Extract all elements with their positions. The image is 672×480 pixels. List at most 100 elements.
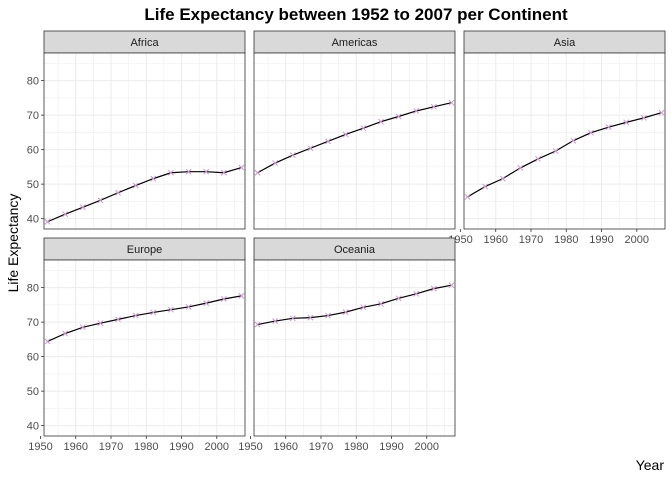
y-tick-label: 40 (27, 214, 39, 226)
data-point (97, 320, 104, 327)
facet-label: Oceania (334, 244, 376, 256)
panel-border (463, 52, 666, 230)
facet-panels: Africa 40 50 60 70 80 Americas Asia 1950 1960 1970… (27, 30, 666, 453)
x-tick-label: 2000 (415, 441, 439, 453)
x-tick-label: 2000 (205, 441, 229, 453)
data-point (464, 193, 471, 200)
data-point (272, 318, 279, 325)
data-point (430, 285, 437, 292)
data-point (360, 125, 367, 132)
data-point (203, 168, 210, 175)
y-tick-label: 70 (27, 317, 39, 329)
panel-europe: Europe 40 50 60 70 80 1950 1960 1970 1980 1990 2000 (27, 237, 246, 453)
x-tick-label: 1990 (379, 441, 403, 453)
x-tick-label: 1980 (554, 234, 578, 246)
data-point (360, 304, 367, 311)
panel-background (464, 53, 665, 229)
data-point (254, 321, 261, 328)
data-point (185, 168, 192, 175)
data-point (62, 330, 69, 337)
x-tick-label: 1950 (238, 441, 262, 453)
x-tick-label: 1980 (344, 441, 368, 453)
data-point (482, 183, 489, 190)
chart-title: Life Expectancy between 1952 to 2007 per… (144, 5, 568, 24)
x-tick-label: 1960 (273, 441, 297, 453)
data-point (325, 138, 332, 145)
data-point (307, 145, 314, 152)
data-point (44, 338, 51, 345)
data-point (430, 103, 437, 110)
data-point (307, 314, 314, 321)
data-point (115, 316, 122, 323)
x-tick-label: 1960 (63, 441, 87, 453)
x-tick-label: 1970 (519, 234, 543, 246)
x-tick-label: 1990 (169, 441, 193, 453)
panel-background (254, 53, 455, 229)
panel-border (43, 259, 246, 437)
data-point (150, 175, 157, 182)
panel-background (254, 260, 455, 436)
data-point (62, 211, 69, 218)
data-point (272, 160, 279, 167)
panel-background (44, 53, 245, 229)
x-tick-label: 1970 (309, 441, 333, 453)
data-point (289, 152, 296, 159)
x-tick-label: 1980 (134, 441, 158, 453)
series-line (257, 102, 452, 174)
data-point (115, 189, 122, 196)
y-tick-label: 60 (27, 352, 39, 364)
y-tick-label: 80 (27, 76, 39, 88)
y-tick-label: 70 (27, 110, 39, 122)
data-point (150, 309, 157, 316)
y-tick-label: 80 (27, 283, 39, 295)
data-point (605, 124, 612, 131)
facet-label: Europe (127, 244, 162, 256)
data-point (448, 99, 455, 106)
x-axis-title: Year (636, 457, 665, 473)
data-point (377, 118, 384, 125)
panel-americas: Americas (253, 30, 456, 230)
x-tick-label: 1960 (483, 234, 507, 246)
data-point (79, 204, 86, 211)
y-tick-label: 40 (27, 421, 39, 433)
y-tick-label: 50 (27, 386, 39, 398)
x-tick-label: 1950 (28, 441, 52, 453)
data-point (238, 292, 245, 299)
panel-border (253, 259, 456, 437)
facet-label: Americas (332, 37, 378, 49)
x-tick-label: 2000 (625, 234, 649, 246)
data-point (167, 306, 174, 313)
panel-background (44, 260, 245, 436)
series-line (467, 112, 662, 198)
data-point (132, 182, 139, 189)
data-point (44, 218, 51, 225)
panel-oceania: Oceania 1950 1960 1970 1980 1990 2000 (238, 237, 456, 453)
panel-border (253, 52, 456, 230)
data-point (395, 113, 402, 120)
data-point (535, 155, 542, 162)
series-line (47, 166, 242, 223)
x-tick-label: 1990 (589, 234, 613, 246)
data-point (658, 109, 665, 116)
data-point (587, 129, 594, 136)
data-point (325, 312, 332, 319)
facet-label: Africa (130, 37, 159, 49)
y-tick-label: 60 (27, 145, 39, 157)
data-point (132, 312, 139, 319)
data-point (238, 164, 245, 171)
data-point (377, 300, 384, 307)
data-point (254, 169, 261, 176)
data-point (220, 296, 227, 302)
data-point (499, 175, 506, 182)
data-point (220, 169, 227, 176)
data-point (395, 295, 402, 302)
y-tick-label: 50 (27, 179, 39, 191)
data-point (517, 164, 524, 171)
data-point (97, 197, 104, 204)
x-tick-label: 1970 (99, 441, 123, 453)
y-axis-title: Life Expectancy (5, 194, 21, 293)
data-point (342, 131, 349, 138)
data-point (289, 315, 296, 322)
